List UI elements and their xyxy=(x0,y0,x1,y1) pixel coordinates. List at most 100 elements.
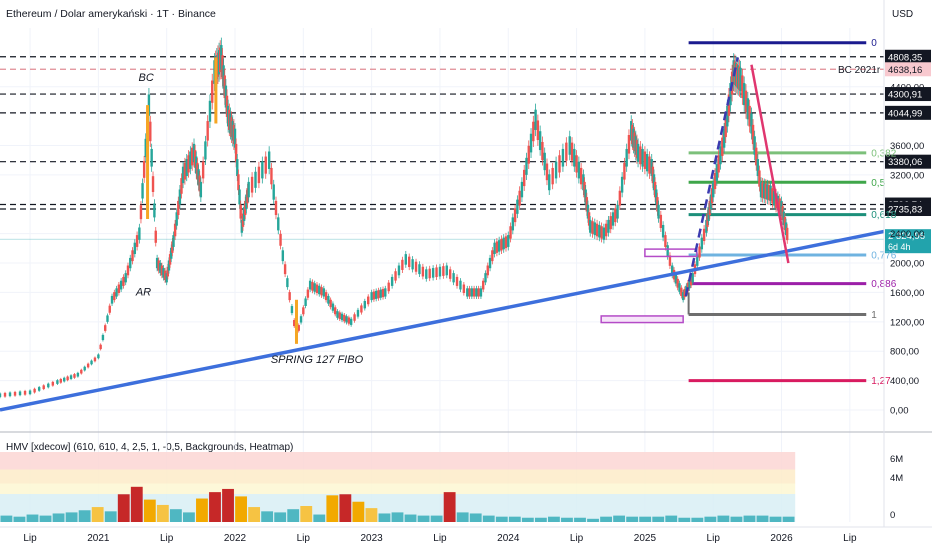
candle-body xyxy=(397,265,401,276)
candle-body xyxy=(37,387,41,391)
x-tick-label: 2025 xyxy=(634,533,657,544)
candle-body xyxy=(157,260,160,271)
volume-bar xyxy=(756,515,769,522)
candle-body xyxy=(110,295,114,304)
projection-dashed-line[interactable] xyxy=(684,57,740,297)
candle-body xyxy=(279,233,282,246)
volume-bar xyxy=(600,516,612,522)
magenta-zone-box[interactable] xyxy=(644,248,698,258)
candle-body xyxy=(700,237,704,250)
candle-body xyxy=(568,136,571,155)
volume-bar xyxy=(482,515,495,522)
fibonacci-levels: 00,3820,50,6180,7760,88611,27 xyxy=(688,38,897,387)
candle-body xyxy=(353,314,356,321)
candle-body xyxy=(151,176,155,192)
candle-body xyxy=(486,265,489,276)
candle-body xyxy=(63,377,66,382)
volume-bar xyxy=(782,516,795,522)
magenta-zone-box[interactable] xyxy=(600,315,684,324)
horizontal-levels: 4808,354638,164300,914044,993380,062796,… xyxy=(0,49,931,254)
candle-body xyxy=(166,266,170,277)
candle-body xyxy=(442,266,445,276)
volume-bar xyxy=(39,515,52,522)
candle-body xyxy=(238,189,241,205)
candle-body xyxy=(516,199,519,214)
volume-bar xyxy=(743,515,756,522)
price-level-label: 3380,06 xyxy=(888,157,922,168)
y-tick-label: 400,00 xyxy=(890,376,919,387)
candle-body xyxy=(401,259,404,270)
decline-line[interactable] xyxy=(750,64,790,264)
candle-body xyxy=(479,288,483,297)
candle-body xyxy=(138,227,141,240)
candle-body xyxy=(509,226,512,239)
candle-body xyxy=(154,230,157,243)
trendline[interactable] xyxy=(0,229,885,412)
candle-body xyxy=(299,316,303,323)
candle-highlight xyxy=(214,57,218,124)
candle-body xyxy=(767,185,771,201)
candle-body xyxy=(681,292,685,301)
candle-body xyxy=(0,393,2,398)
candle-body xyxy=(141,183,144,199)
y-tick-label: 1200,00 xyxy=(890,317,924,328)
candle-body xyxy=(763,183,766,199)
candle-body xyxy=(101,334,105,341)
candle-body xyxy=(165,273,168,283)
candle-body xyxy=(18,391,22,396)
candle-body xyxy=(500,238,503,251)
price-level-tag xyxy=(885,62,931,77)
volume-bar xyxy=(326,495,339,522)
candle-body xyxy=(448,269,452,279)
fib-level-label: 0 xyxy=(871,38,877,49)
candle-body xyxy=(142,160,146,178)
candle-body xyxy=(778,198,781,213)
price-level-tag xyxy=(885,105,931,120)
candle-body xyxy=(56,380,59,384)
volume-bar xyxy=(495,516,508,522)
candle-body xyxy=(208,100,212,122)
drawings[interactable] xyxy=(600,57,790,324)
candle-body xyxy=(769,185,772,201)
candle-body xyxy=(129,257,132,269)
candle-body xyxy=(674,274,678,284)
candle-body xyxy=(414,261,418,272)
candle-body xyxy=(773,190,776,206)
candle-body xyxy=(178,189,182,205)
x-tick-label: Lip xyxy=(23,533,37,544)
candle-body xyxy=(254,171,257,188)
candle-body xyxy=(466,288,469,297)
candle-body xyxy=(431,268,435,278)
candle-body xyxy=(177,200,180,216)
candle-body xyxy=(551,167,554,185)
candle-body xyxy=(593,222,596,236)
price-level-tag xyxy=(885,87,931,102)
price-level-label: 4638,16 xyxy=(888,65,922,76)
candle-body xyxy=(115,288,118,297)
volume-bar xyxy=(222,488,234,522)
candle-body xyxy=(264,156,267,174)
candle-body xyxy=(766,184,769,200)
candle-body xyxy=(595,223,599,237)
candle-body xyxy=(418,264,421,275)
candle-body xyxy=(274,200,278,216)
candle-body xyxy=(541,141,544,161)
candle-body xyxy=(311,281,314,291)
x-tick-label: 2024 xyxy=(497,533,520,544)
candle-body xyxy=(345,316,348,323)
candle-body xyxy=(408,256,411,268)
candle-body xyxy=(455,276,459,286)
volume-bar xyxy=(691,517,704,522)
candle-body xyxy=(384,288,387,297)
candle-body xyxy=(113,292,116,301)
volume-bar xyxy=(235,496,247,522)
candle-body xyxy=(144,138,147,158)
candle-body xyxy=(625,148,628,167)
support-trendline[interactable] xyxy=(0,229,885,412)
volume-bar xyxy=(443,492,456,522)
candle-body xyxy=(511,217,515,231)
candle-body xyxy=(545,163,549,181)
candle-body xyxy=(532,121,535,142)
candle-body xyxy=(135,235,139,247)
